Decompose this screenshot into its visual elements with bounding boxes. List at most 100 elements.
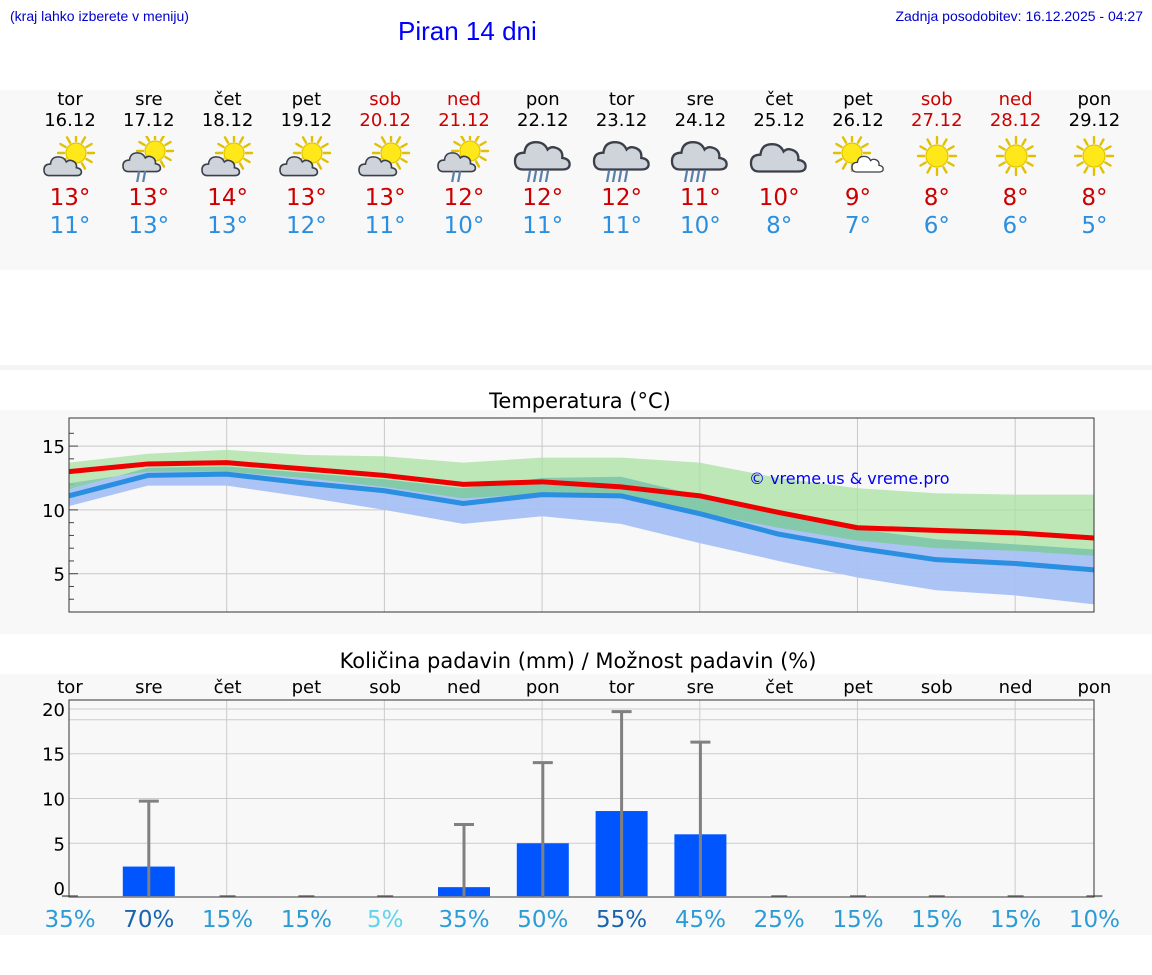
category-label: sre [687,677,714,698]
category-label: tor [609,677,635,698]
day-date: 24.12 [674,110,727,131]
sun-cloud-icon [358,136,411,177]
temp-min: 13° [207,213,248,239]
series-line-max [68,460,1095,541]
category-label: sre [135,677,162,698]
day-date: 22.12 [517,110,569,131]
day-date: 21.12 [438,110,490,131]
chart-title: Temperatura (°C) [488,389,671,413]
y-tick-label: 10 [42,790,65,811]
day-column: sre 24.12 11° 10° [660,90,740,240]
temp-min: 6° [1002,213,1029,239]
temp-max: 13° [49,185,91,211]
temp-min: 12° [286,213,327,239]
precip-probability: 5% [367,907,404,933]
day-name: tor [608,89,635,110]
day-date: 16.12 [44,110,96,131]
y-tick-label: 5 [54,565,65,586]
day-name: pet [843,89,873,110]
day-column: sob 27.12 8° 6° [897,90,977,240]
plot-frame [68,417,1095,613]
day-column: sre 17.12 13° 13° [109,90,189,240]
page-title: Piran 14 dni [398,16,537,46]
day-column: pon 29.12 8° 5° [1054,90,1134,240]
day-name: ned [447,89,481,110]
temp-max: 8° [1002,185,1029,211]
sun-cloud-rain-icon [437,136,490,182]
category-label: sob [921,677,953,698]
day-date: 26.12 [832,110,884,131]
day-date: 29.12 [1068,110,1121,131]
min-range-band [69,466,1094,605]
precip-probability: 10% [1069,907,1120,933]
cloud-rain-icon [671,141,729,182]
category-label: tor [57,677,83,698]
category-label: pon [526,677,560,698]
precip-probability: 15% [202,907,253,933]
day-date: 27.12 [911,110,963,131]
sun-icon [916,136,957,177]
day-name: čet [765,89,794,110]
precip-probability: 15% [990,907,1041,933]
temp-min: 13° [128,213,170,239]
precip-probability: 55% [596,907,647,933]
day-column: ned 21.12 12° 10° [424,90,504,240]
day-date: 28.12 [989,110,1042,131]
day-name: sob [369,89,402,110]
day-column: tor 23.12 12° 11° [582,90,662,240]
cloud-rain-icon [513,141,571,182]
overlap-band [69,466,1094,556]
precip-probability: 15% [281,907,332,933]
category-label: pon [1077,677,1111,698]
temp-min: 8° [766,213,793,239]
forecast-band [0,90,1152,270]
sun-icon [995,136,1036,177]
day-column: čet 25.12 10° 8° [739,90,819,240]
sun-cloud-icon [43,136,96,177]
daily-forecast: tor 16.12 13° 11° sre 17.12 13° 13° čet 18.12 14° 1… [0,90,1152,270]
day-name: tor [57,89,83,110]
temp-max: 8° [923,185,950,211]
precip-probability: 25% [754,907,805,933]
precip-probability: 70% [123,907,174,933]
day-column: pon 22.12 12° 11° [503,90,583,240]
chart-title: Količina padavin (mm) / Možnost padavin … [340,649,817,673]
temp-max: 10° [758,185,800,211]
sun-cloud-icon [279,136,332,177]
category-label: sob [369,677,401,698]
temp-max: 8° [1081,185,1108,211]
day-name: sre [135,89,163,110]
cloud-icon [750,143,807,173]
precip-probability: 15% [911,907,962,933]
temp-max: 13° [128,185,170,211]
sun-cloud-rain-icon [122,136,174,182]
temp-min: 10° [680,213,721,239]
sun-icon [1074,136,1115,177]
temp-min: 7° [844,213,872,239]
day-name: sob [920,89,953,110]
y-tick-label: 10 [42,501,65,522]
series-line-min [68,471,1095,573]
day-name: čet [213,89,242,110]
precip-probability: 35% [438,907,489,933]
temp-max: 12° [601,185,642,211]
day-column: sob 20.12 13° 11° [345,90,425,240]
precip-probability: 15% [832,907,883,933]
menu-hint: (kraj lahko izberete v meniju) [10,8,189,24]
temp-min: 11° [522,213,564,239]
day-date: 19.12 [280,110,333,131]
day-name: pon [1077,89,1112,110]
precip-probability: 45% [675,907,726,933]
temp-max: 11° [680,185,721,211]
temp-min: 11° [364,213,406,239]
y-tick-label: 15 [42,437,65,458]
temp-max: 13° [286,185,327,211]
temp-min: 5° [1081,213,1108,239]
temperature-chart: Temperatura (°C) 5 10 15 © vreme.us & vreme.… [42,389,1095,613]
day-date: 18.12 [201,110,254,131]
sun-small-cloud-icon [832,136,884,173]
category-label: čet [214,677,242,698]
day-column: ned 28.12 8° 6° [976,90,1056,240]
day-column: pet 19.12 13° 12° [266,90,346,240]
category-label: pet [843,677,873,698]
